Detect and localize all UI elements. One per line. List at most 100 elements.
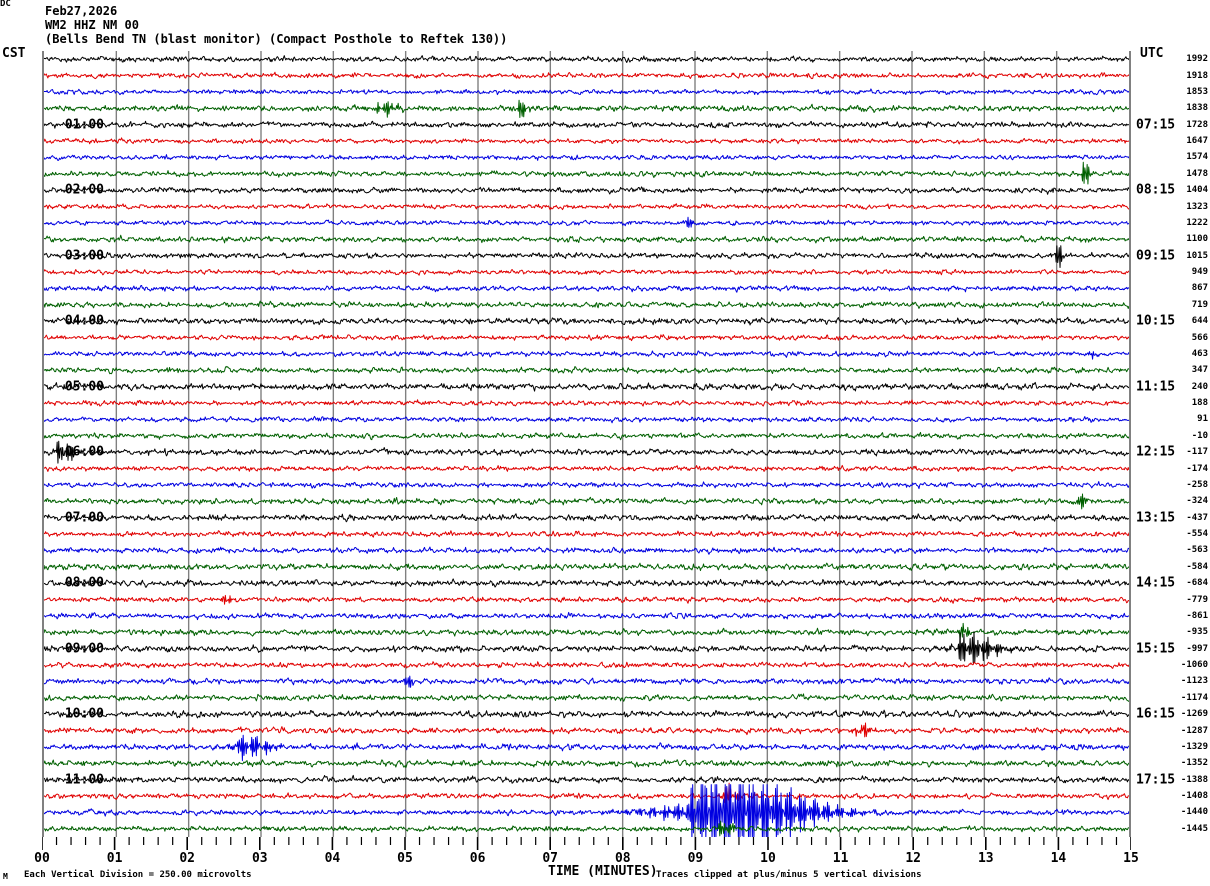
- cst-hour-label: 04:00: [64, 313, 104, 329]
- dc-value-label: -324: [1186, 496, 1208, 507]
- cst-hour-label: 11:00: [64, 772, 104, 788]
- x-tick-label: 12: [905, 851, 922, 866]
- dc-value-label: 719: [1191, 299, 1208, 310]
- dc-value-label: 1222: [1186, 217, 1208, 228]
- x-tick-label: 05: [397, 851, 413, 866]
- cst-hour-label: 03:00: [64, 248, 104, 264]
- x-tick-label: 13: [977, 851, 994, 866]
- dc-value-label: 1918: [1186, 70, 1208, 81]
- utc-hour-label: 07:15: [1136, 117, 1176, 133]
- dc-value-label: 1647: [1186, 136, 1208, 147]
- utc-hour-label: 10:15: [1136, 313, 1176, 329]
- dc-value-label: 1100: [1186, 234, 1208, 245]
- dc-value-label: -563: [1186, 545, 1208, 556]
- dc-value-label: 188: [1191, 398, 1208, 409]
- x-tick-label: 09: [687, 851, 704, 866]
- dc-value-label: 1992: [1186, 54, 1208, 65]
- dc-value-label: -1287: [1180, 725, 1208, 736]
- dc-value-label: -861: [1186, 610, 1208, 621]
- dc-value-label: -1408: [1180, 791, 1208, 802]
- dc-value-label: 1838: [1186, 103, 1208, 114]
- right-timezone-label: UTC: [1140, 46, 1164, 61]
- dc-value-label: -1123: [1180, 676, 1208, 687]
- cst-hour-label: 07:00: [64, 510, 104, 526]
- dc-value-label: -1174: [1180, 692, 1208, 703]
- dc-value-label: -584: [1186, 561, 1208, 572]
- dc-value-label: 949: [1191, 267, 1208, 278]
- dc-value-label: -1352: [1180, 758, 1208, 769]
- utc-hour-label: 16:15: [1136, 706, 1176, 722]
- utc-hour-label: 13:15: [1136, 510, 1176, 526]
- grid-lines: [115, 51, 1058, 837]
- dc-value-label: 566: [1191, 332, 1208, 343]
- dc-value-label: -437: [1186, 512, 1208, 523]
- clipping-note: Traces clipped at plus/minus 5 vertical …: [656, 870, 922, 880]
- x-tick-label: 15: [1123, 851, 1139, 866]
- dc-value-label: -1445: [1180, 823, 1208, 834]
- x-tick-label: 01: [106, 851, 123, 866]
- dc-value-label: -117: [1186, 447, 1208, 458]
- cst-hour-label: 01:00: [64, 117, 104, 133]
- dc-value-label: -258: [1186, 479, 1208, 490]
- x-tick-label: 11: [832, 851, 849, 866]
- utc-hour-label: 08:15: [1136, 182, 1176, 198]
- utc-hour-label: 12:15: [1136, 444, 1176, 460]
- dc-value-label: 1323: [1186, 201, 1208, 212]
- dc-value-label: 1728: [1186, 119, 1208, 130]
- dc-value-label: -935: [1186, 627, 1208, 638]
- dc-value-label: 1574: [1186, 152, 1208, 163]
- helicorder-plot[interactable]: [42, 51, 1131, 837]
- dc-value-label: -997: [1186, 643, 1208, 654]
- dc-value-label: -1440: [1180, 807, 1208, 818]
- utc-hour-label: 15:15: [1136, 641, 1176, 657]
- left-timezone-label: CST: [2, 46, 26, 61]
- dc-value-label: -10: [1191, 430, 1208, 441]
- cst-hour-label: 09:00: [64, 641, 104, 657]
- dc-value-label: -684: [1186, 578, 1208, 589]
- dc-value-label: -1060: [1180, 660, 1208, 671]
- dc-value-label: 867: [1191, 283, 1208, 294]
- dc-value-label: -1269: [1180, 709, 1208, 720]
- dc-value-label: -1388: [1180, 774, 1208, 785]
- x-tick-label: 00: [34, 851, 50, 866]
- dc-value-label: -174: [1186, 463, 1208, 474]
- x-tick-label: 03: [251, 851, 268, 866]
- dc-value-label: 240: [1191, 381, 1208, 392]
- seismic-traces: [44, 55, 1129, 837]
- x-tick-label: 02: [179, 851, 196, 866]
- cst-hour-label: 08:00: [64, 575, 104, 591]
- x-tick-label: 07: [542, 851, 559, 866]
- cst-hour-label: 10:00: [64, 706, 104, 722]
- cst-hour-label: 06:00: [64, 444, 104, 460]
- x-tick-label: 14: [1050, 851, 1067, 866]
- dc-value-label: 1015: [1186, 250, 1208, 261]
- header-description: (Bells Bend TN (blast monitor) (Compact …: [45, 32, 508, 46]
- dc-column-header: DC: [0, 0, 11, 9]
- header-station-code: WM2 HHZ NM 00: [45, 18, 139, 32]
- utc-hour-label: 17:15: [1136, 772, 1176, 788]
- x-tick-label: 10: [760, 851, 776, 866]
- x-axis-title: TIME (MINUTES): [548, 864, 658, 879]
- dc-value-label: 463: [1191, 348, 1208, 359]
- utc-hour-label: 14:15: [1136, 575, 1176, 591]
- dc-value-label: 1478: [1186, 168, 1208, 179]
- dc-value-label: 347: [1191, 365, 1208, 376]
- dc-value-label: 1853: [1186, 86, 1208, 97]
- cst-hour-label: 05:00: [64, 379, 104, 395]
- x-tick-label: 06: [469, 851, 486, 866]
- scale-mark-glyph: M: [3, 872, 8, 881]
- dc-value-label: 1404: [1186, 185, 1208, 196]
- x-axis-ticks: [42, 837, 1131, 850]
- utc-hour-label: 09:15: [1136, 248, 1176, 264]
- dc-value-label: -779: [1186, 594, 1208, 605]
- dc-value-label: 644: [1191, 316, 1208, 327]
- x-tick-label: 08: [614, 851, 631, 866]
- header-date: Feb27,2026: [45, 4, 118, 18]
- cst-hour-label: 02:00: [64, 182, 104, 198]
- dc-value-label: -554: [1186, 529, 1208, 540]
- scale-note: Each Vertical Division = 250.00 microvol…: [24, 870, 252, 880]
- dc-value-label: 91: [1197, 414, 1208, 425]
- utc-hour-label: 11:15: [1136, 379, 1176, 395]
- x-tick-label: 04: [324, 851, 341, 866]
- dc-value-label: -1329: [1180, 741, 1208, 752]
